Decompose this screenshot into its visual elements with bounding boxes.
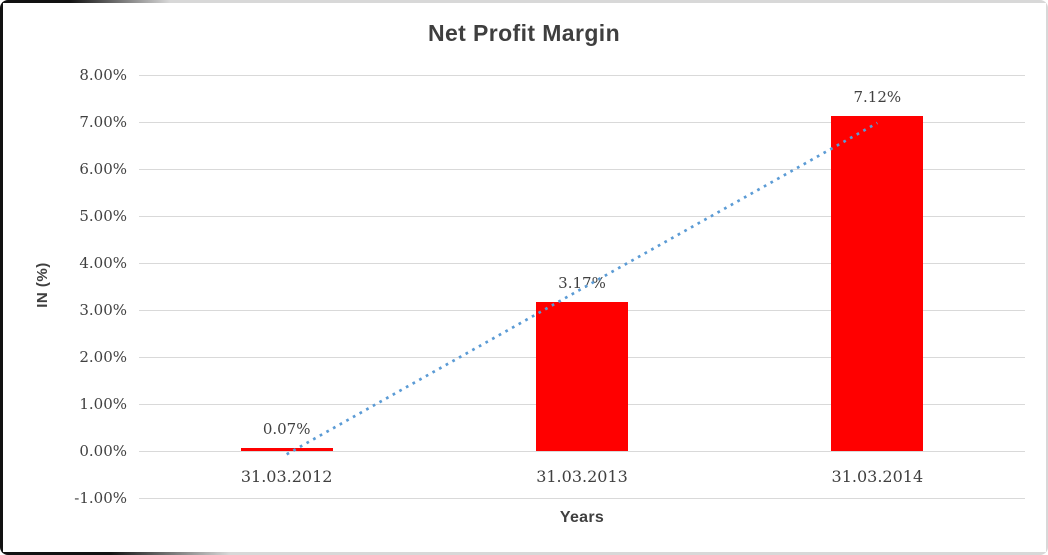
- y-tick-label: 6.00%: [79, 160, 127, 178]
- bar-value-label: 3.17%: [558, 274, 606, 292]
- y-tick-label: 2.00%: [79, 348, 127, 366]
- x-tick-label: 31.03.2014: [831, 467, 924, 486]
- trendline: [286, 121, 878, 456]
- bar-value-label: 0.07%: [262, 419, 311, 438]
- chart-border-bottom: [0, 552, 1048, 555]
- chart-border-right: [1046, 0, 1048, 555]
- bar: [831, 116, 924, 451]
- y-tick-label: 7.00%: [79, 113, 127, 131]
- y-tick-label: 5.00%: [79, 207, 127, 225]
- y-tick-label: -1.00%: [74, 489, 127, 507]
- bar: [536, 302, 628, 451]
- gridline: [139, 450, 1025, 452]
- y-tick-label: 1.00%: [79, 395, 127, 413]
- bar-value-label: 7.12%: [853, 88, 902, 107]
- gridline: [139, 74, 1025, 76]
- x-axis-title: Years: [559, 509, 605, 526]
- gridline: [139, 121, 1025, 123]
- chart-border-left: [0, 0, 3, 555]
- gridline: [139, 215, 1025, 217]
- y-tick-label: 0.00%: [79, 442, 127, 460]
- y-tick-label: 3.00%: [79, 301, 127, 319]
- x-tick-label: 31.03.2012: [240, 467, 333, 486]
- gridline: [139, 262, 1025, 264]
- x-tick-label: 31.03.2013: [536, 467, 628, 486]
- y-tick-label: 8.00%: [79, 66, 127, 84]
- gridline: [139, 497, 1025, 499]
- y-tick-label: 4.00%: [79, 254, 127, 272]
- gridline: [139, 168, 1025, 170]
- chart-title: Net Profit Margin: [427, 20, 621, 46]
- chart-border-top: [0, 0, 1048, 3]
- bar: [240, 447, 333, 451]
